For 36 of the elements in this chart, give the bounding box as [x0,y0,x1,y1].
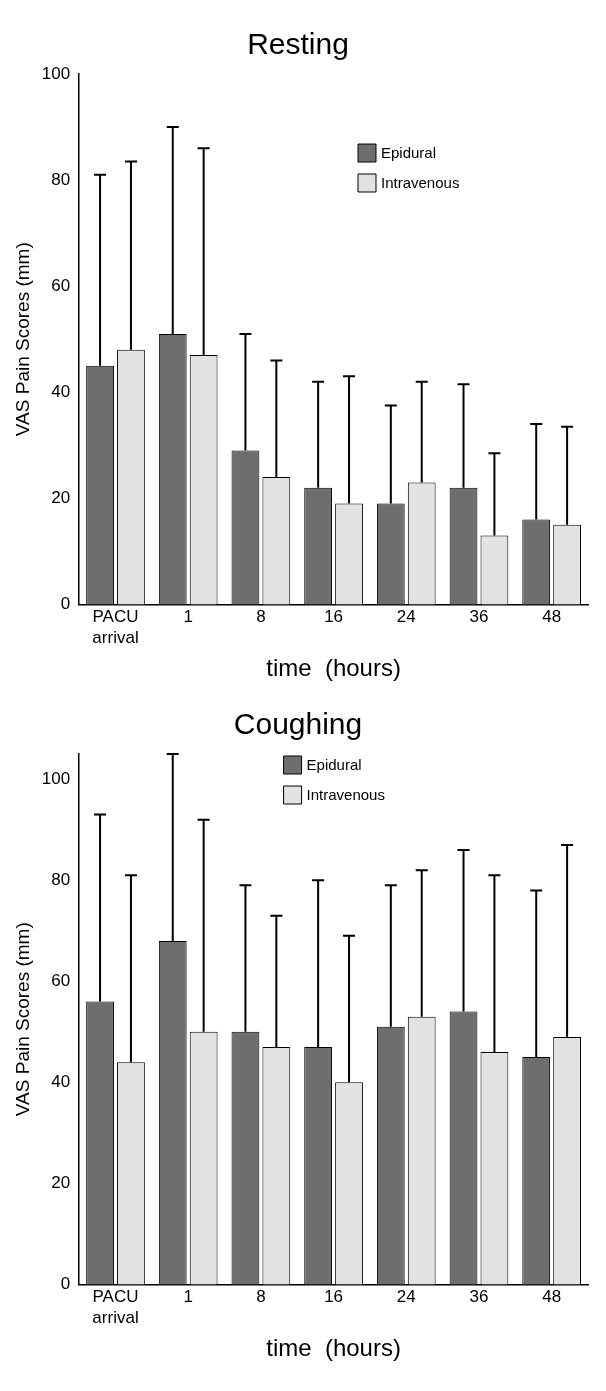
y-tick-label: 40 [51,381,71,401]
x-tick-label: 8 [256,1287,266,1307]
x-tick-label: 48 [542,607,562,627]
y-tick-label: 60 [51,275,71,295]
x-tick-label: 36 [469,607,489,627]
x-tick-label: 1 [183,1287,193,1307]
y-axis-title: VAS Pain Scores (mm) [11,242,33,437]
x-tick-label: 1 [183,607,193,627]
x-tick-label: 24 [396,607,416,627]
y-tick-label: 20 [51,488,71,508]
x-tick-label: 8 [256,607,266,627]
legend-label: Intravenous [306,786,385,804]
y-axis-title: VAS Pain Scores (mm) [11,922,33,1117]
chart-title: Resting [247,27,349,61]
x-tick-label: 16 [324,607,344,627]
x-tick-label: 48 [542,1287,562,1307]
y-tick-label: 100 [41,63,71,83]
x-tick-label: PACU arrival [92,1287,139,1327]
x-axis-title: time (hours) [266,654,401,682]
y-tick-label: 20 [51,1173,71,1193]
chart-title: Coughing [233,707,363,741]
x-tick-label: 36 [469,1287,489,1307]
legend-label: Intravenous [381,174,460,192]
legend-label: Epidural [381,144,437,162]
y-tick-label: 60 [51,971,71,990]
x-tick-label: PACU arrival [92,607,139,647]
y-tick-label: 80 [51,169,71,189]
y-tick-label: 0 [60,594,71,614]
x-tick-label: 16 [324,1287,344,1307]
x-tick-label: 24 [396,1287,416,1307]
legend-label: Epidural [306,756,362,774]
x-axis-title: time (hours) [266,1334,401,1362]
y-tick-label: 40 [51,1072,71,1092]
y-tick-label: 0 [60,1274,71,1294]
y-tick-label: 80 [51,869,71,889]
y-tick-label: 100 [41,768,71,788]
